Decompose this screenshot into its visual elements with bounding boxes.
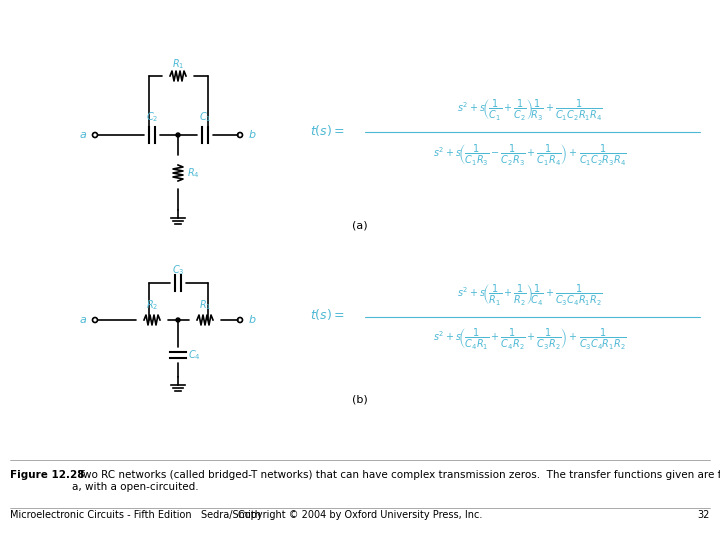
Text: $R_1$: $R_1$	[199, 298, 211, 312]
Text: $t(s) =$: $t(s) =$	[310, 307, 345, 322]
Text: $t(s) =$: $t(s) =$	[310, 123, 345, 138]
Text: $s^2 + s\!\left(\dfrac{1}{C_1}+\dfrac{1}{C_2}\right)\!\dfrac{1}{R_3}+\dfrac{1}{C: $s^2 + s\!\left(\dfrac{1}{C_1}+\dfrac{1}…	[457, 98, 603, 123]
Text: a: a	[80, 315, 86, 325]
Text: $R_1$: $R_1$	[172, 57, 184, 71]
Text: $C_4$: $C_4$	[188, 348, 200, 362]
Text: $R_4$: $R_4$	[186, 166, 199, 180]
Text: Microelectronic Circuits - Fifth Edition   Sedra/Smith: Microelectronic Circuits - Fifth Edition…	[10, 510, 261, 520]
Text: Figure 12.28: Figure 12.28	[10, 470, 84, 480]
Text: Two RC networks (called bridged-T networks) that can have complex transmission z: Two RC networks (called bridged-T networ…	[72, 470, 720, 491]
Text: $s^2 + s\!\left(\dfrac{1}{R_1}+\dfrac{1}{R_2}\right)\!\dfrac{1}{C_4}+\dfrac{1}{C: $s^2 + s\!\left(\dfrac{1}{R_1}+\dfrac{1}…	[457, 282, 603, 307]
Text: (a): (a)	[352, 220, 368, 230]
Text: b: b	[248, 130, 256, 140]
Text: (b): (b)	[352, 395, 368, 405]
Text: $s^2 + s\!\left(\dfrac{1}{C_1 R_3}-\dfrac{1}{C_2 R_3}+\dfrac{1}{C_1 R_4}\right)+: $s^2 + s\!\left(\dfrac{1}{C_1 R_3}-\dfra…	[433, 143, 627, 167]
Text: Copyright © 2004 by Oxford University Press, Inc.: Copyright © 2004 by Oxford University Pr…	[238, 510, 482, 520]
Text: $C_1$: $C_1$	[199, 110, 211, 124]
Text: a: a	[80, 130, 86, 140]
Circle shape	[176, 133, 180, 137]
Text: b: b	[248, 315, 256, 325]
Text: $s^2 + s\!\left(\dfrac{1}{C_4 R_1}+\dfrac{1}{C_4 R_2}+\dfrac{1}{C_3 R_2}\right)+: $s^2 + s\!\left(\dfrac{1}{C_4 R_1}+\dfra…	[433, 327, 627, 353]
Text: $C_2$: $C_2$	[146, 110, 158, 124]
Circle shape	[176, 318, 180, 322]
Text: $C_3$: $C_3$	[171, 263, 184, 277]
Text: $R_2$: $R_2$	[146, 298, 158, 312]
Text: 32: 32	[698, 510, 710, 520]
